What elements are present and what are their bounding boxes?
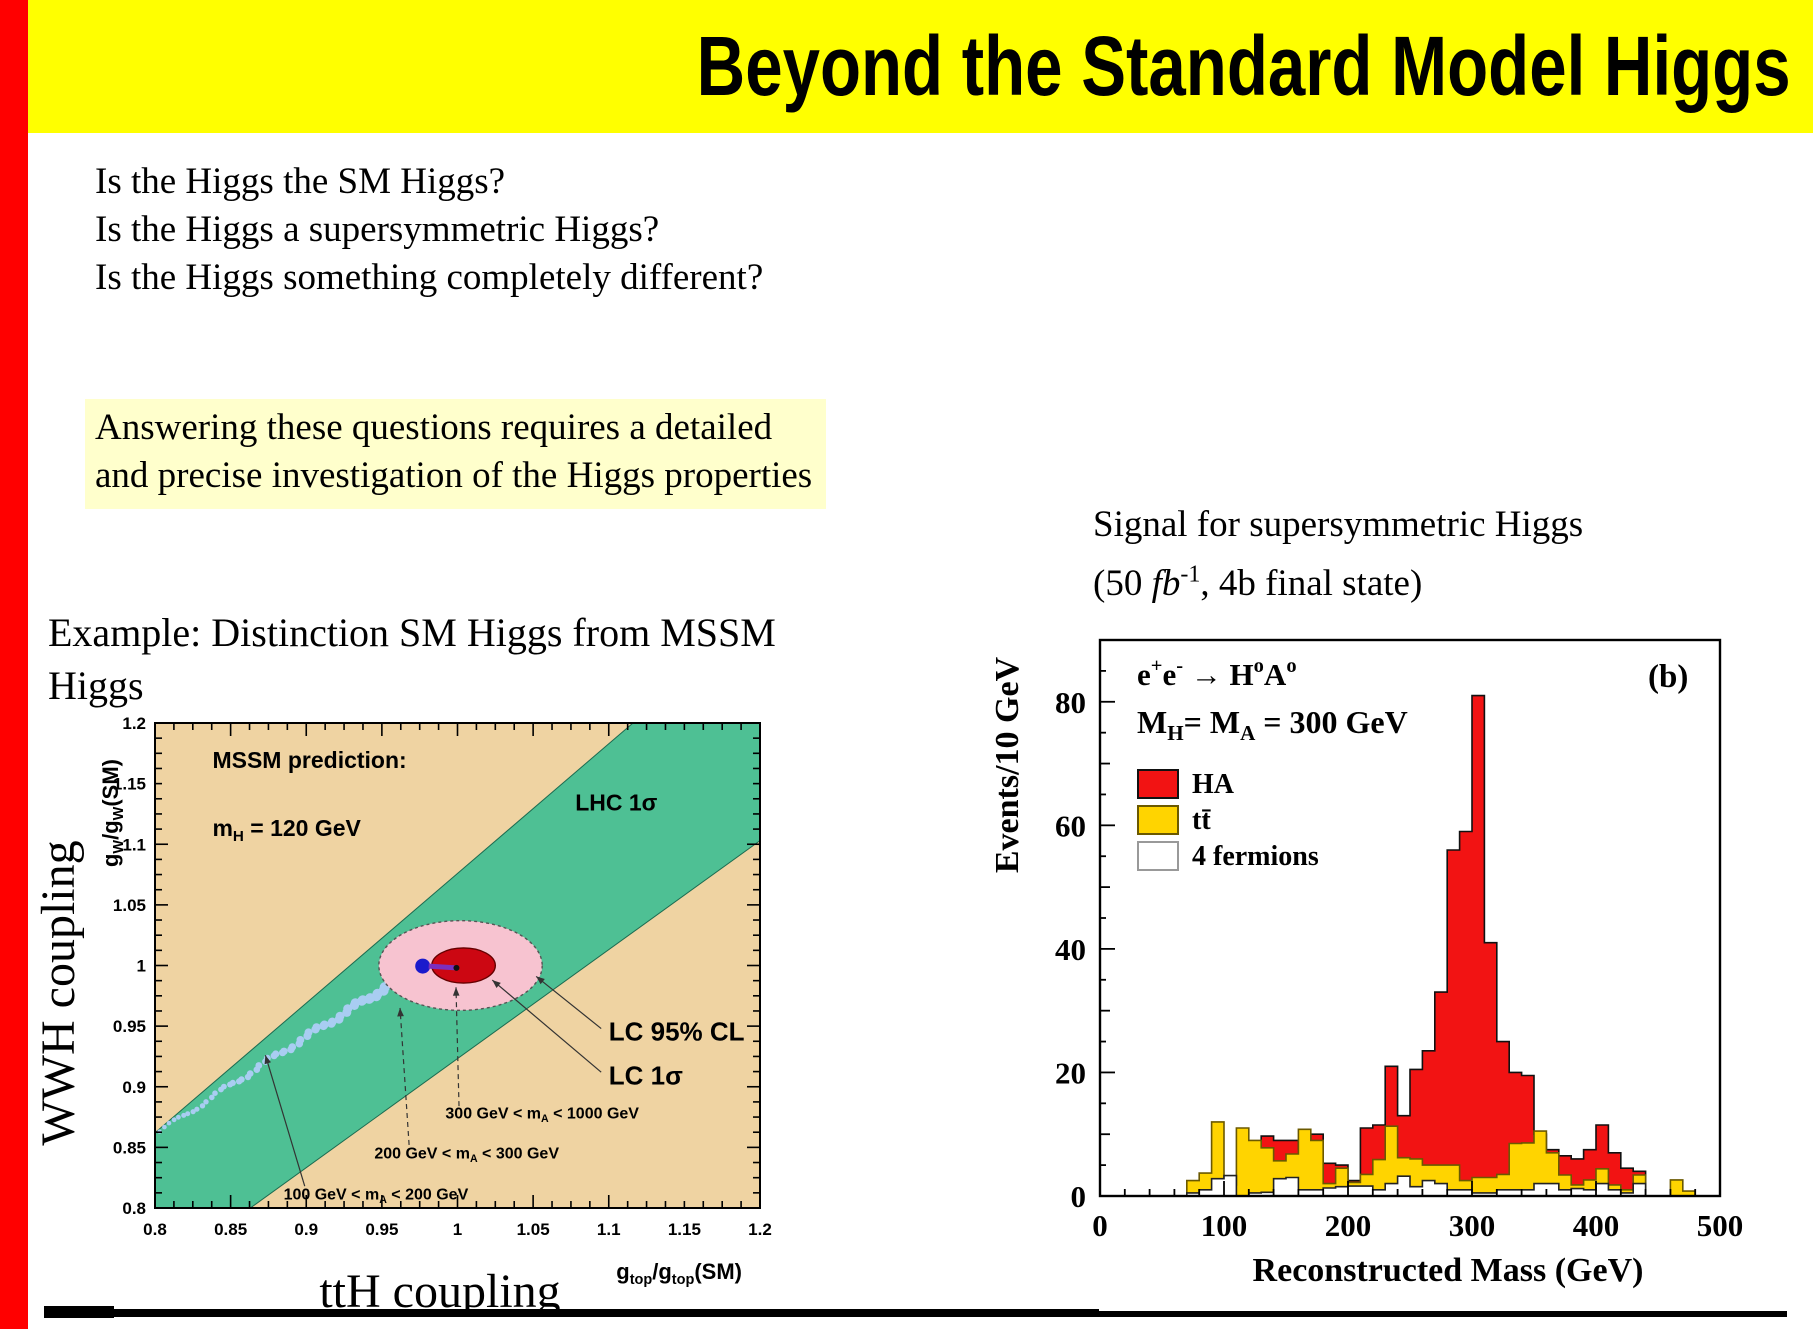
annotation-text: 200 GeV < mA < 300 GeV — [374, 1145, 559, 1165]
question-line: Is the Higgs a supersymmetric Higgs? — [95, 209, 660, 250]
plot-frame — [1098, 638, 1722, 1198]
example-caption: Example: Distinction SM Higgs from MSSM … — [48, 610, 776, 708]
mass-label: MH= MA = 300 GeV — [1137, 704, 1408, 745]
track-tip — [415, 958, 431, 974]
y-tick-label: 1.05 — [113, 896, 146, 915]
coupling-plane-chart: 0.8 0.85 0.9 0.95 1 1.05 1.1 1.15 1.2 0.8 0.85 0.9 0… — [40, 714, 772, 1318]
legend-label: HA — [1192, 769, 1235, 800]
lhc-band-label: LHC 1σ — [575, 789, 657, 815]
question-line: Is the Higgs the SM Higgs? — [95, 161, 506, 202]
annotation-text: LC 1σ — [609, 1060, 683, 1090]
annotation: 200 GeV < mA < 300 GeV — [374, 1007, 559, 1165]
mssm-prediction-label: MSSM prediction: — [212, 747, 406, 773]
legend-swatch — [1137, 769, 1179, 799]
x-tick-label: 0.8 — [143, 1220, 167, 1239]
y-axis-label: Events/10 GeV — [989, 656, 1026, 873]
y-tick-label: 0.95 — [113, 1017, 146, 1036]
y-tick-label: 0.85 — [113, 1138, 146, 1157]
x-tick-label: 500 — [1697, 1208, 1744, 1243]
x-tick-label: 0 — [1092, 1208, 1108, 1243]
arrowhead — [264, 1055, 271, 1065]
signal-caption-line2: (50 fb-1, 4b final state) — [1093, 562, 1423, 605]
y-tick-label: 60 — [1055, 808, 1086, 843]
panel-label: (b) — [1648, 659, 1688, 695]
x-tick-label: 1.05 — [517, 1220, 550, 1239]
signal-caption: Signal for supersymmetric Higgs (50 fb-1… — [1093, 500, 1583, 609]
histogram-series-4fermions — [1100, 1174, 1720, 1197]
annotation-text: 100 GeV < mA < 200 GeV — [284, 1187, 469, 1207]
signal-caption-line1: Signal for supersymmetric Higgs — [1093, 504, 1584, 545]
legend: HA tt̄ 4 fermions — [1137, 769, 1319, 872]
track-link — [428, 963, 457, 971]
annotation: LC 1σ — [491, 979, 683, 1090]
highlight-note: Answering these questions requires a det… — [85, 399, 827, 509]
questions-block: Is the Higgs the SM Higgs? Is the Higgs … — [95, 158, 763, 302]
y-tick-label: 0.8 — [122, 1199, 146, 1218]
annotation-text: LC 95% CL — [609, 1017, 745, 1047]
process-label: e+e- → HoAo — [1137, 655, 1297, 692]
x-tick-label: 400 — [1573, 1208, 1620, 1243]
y-tick-label: 1.15 — [113, 775, 146, 794]
mass-histogram-chart: 0 20 40 60 80 0 100 200 300 400 500 e+e- → HoAo MH= … — [989, 638, 1744, 1289]
footer-bar-mid — [114, 1309, 1099, 1317]
annotation-text: 300 GeV < mA < 1000 GeV — [445, 1105, 639, 1125]
x-tick-label: 1.15 — [668, 1220, 701, 1239]
x-tick-label: 1 — [453, 1220, 462, 1239]
y-tick-label: 1.2 — [122, 714, 146, 733]
y-axis-unit-label: gW/gW(SM) — [98, 759, 127, 867]
inverse-exponent: -1 — [1180, 562, 1201, 588]
y-axis-label: WWH coupling — [40, 840, 85, 1145]
sm-point — [453, 964, 460, 971]
left-red-stripe — [0, 0, 28, 1329]
footer-bar-thin — [1099, 1311, 1787, 1317]
legend-swatch — [1137, 841, 1179, 871]
arrowhead — [452, 987, 460, 996]
annotation: LC 95% CL — [535, 975, 745, 1047]
y-tick-label: 80 — [1055, 685, 1086, 720]
page-title: Beyond the Standard Model Higgs — [696, 19, 1791, 113]
y-tick-label: 20 — [1055, 1055, 1086, 1090]
x-tick-label: 0.95 — [365, 1220, 398, 1239]
arrowhead — [536, 976, 545, 985]
footer-bar-thick — [44, 1306, 114, 1318]
x-tick-label: 200 — [1325, 1208, 1372, 1243]
x-axis-unit-label: gtop/gtop(SM) — [616, 1259, 742, 1288]
plot-frame — [154, 722, 761, 1209]
x-tick-label: 300 — [1449, 1208, 1496, 1243]
x-axis-label: Reconstructed Mass (GeV) — [1253, 1252, 1644, 1289]
x-tick-label: 0.9 — [294, 1220, 318, 1239]
annotation: 100 GeV < mA < 200 GeV — [264, 1055, 469, 1207]
title-banner: Beyond the Standard Model Higgs — [28, 0, 1813, 133]
arrowhead — [397, 1007, 404, 1017]
y-tick-label: 1 — [137, 957, 146, 976]
legend-swatch — [1137, 805, 1179, 835]
y-tick-label: 40 — [1055, 932, 1086, 967]
fb-unit: fb — [1151, 563, 1181, 605]
legend-label: 4 fermions — [1192, 841, 1319, 872]
y-tick-label: 1.1 — [122, 835, 146, 854]
mh-label: mH = 120 GeV — [212, 815, 361, 845]
arrowhead — [492, 980, 501, 988]
question-line: Is the Higgs something completely differ… — [95, 257, 764, 298]
y-tick-label: 0 — [1071, 1179, 1087, 1214]
y-tick-label: 0.9 — [122, 1078, 146, 1097]
x-tick-label: 0.85 — [214, 1220, 247, 1239]
x-tick-label: 1.1 — [597, 1220, 621, 1239]
legend-label: tt̄ — [1192, 805, 1211, 836]
x-tick-label: 100 — [1201, 1208, 1248, 1243]
annotation: 300 GeV < mA < 1000 GeV — [445, 987, 639, 1125]
x-tick-label: 1.2 — [748, 1220, 772, 1239]
